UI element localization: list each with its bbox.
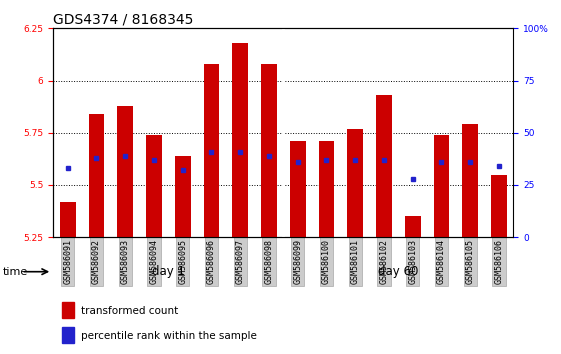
Bar	[376, 95, 392, 237]
Text: percentile rank within the sample: percentile rank within the sample	[81, 331, 257, 341]
Bar	[117, 105, 133, 237]
Bar	[290, 141, 306, 237]
Bar	[232, 43, 248, 237]
Text: time: time	[3, 267, 28, 277]
Bar	[62, 327, 74, 343]
Text: transformed count: transformed count	[81, 306, 178, 316]
Bar	[491, 175, 507, 237]
Bar	[347, 129, 363, 237]
Bar	[62, 302, 74, 318]
Text: day 60: day 60	[378, 265, 419, 278]
Bar	[204, 64, 219, 237]
Bar	[319, 141, 334, 237]
Bar	[60, 202, 76, 237]
Bar	[146, 135, 162, 237]
Bar	[175, 156, 191, 237]
Text: day 1: day 1	[152, 265, 185, 278]
Bar	[89, 114, 104, 237]
Bar	[434, 135, 449, 237]
Bar	[261, 64, 277, 237]
Bar	[405, 216, 421, 237]
Bar	[462, 124, 478, 237]
Text: GDS4374 / 8168345: GDS4374 / 8168345	[53, 12, 194, 27]
